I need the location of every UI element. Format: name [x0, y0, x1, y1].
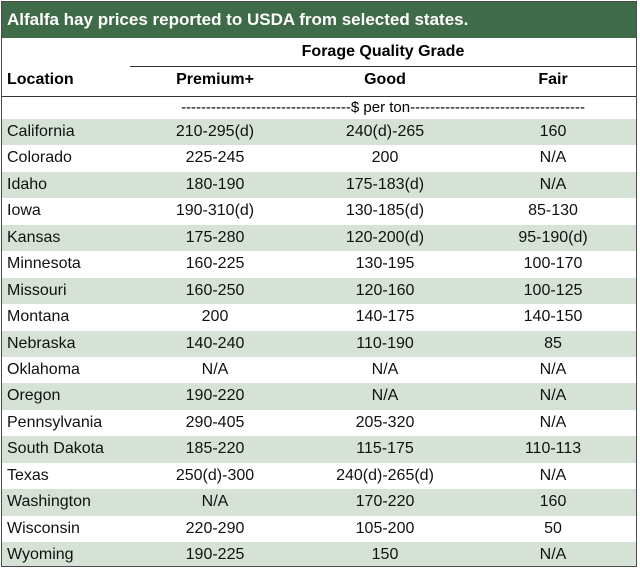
location-cell: California — [7, 123, 75, 140]
table-row: Pennsylvania 290-405 205-320 N/A — [2, 410, 636, 436]
fair-price-cell: 140-150 — [523, 308, 583, 326]
table-header: Forage Quality Grade Location Premium+ G… — [2, 38, 636, 97]
table-row: Washington N/A 170-220 160 — [2, 489, 636, 516]
premium-price-cell: 250(d)-300 — [175, 466, 255, 484]
table-row: Nebraska 140-240 110-190 85 — [2, 330, 636, 357]
premium-price-cell: 140-240 — [185, 334, 245, 352]
table-row: Oregon 190-220 N/A N/A — [2, 383, 636, 410]
table-row: Texas 250(d)-300 240(d)-265(d) N/A — [2, 463, 636, 489]
fair-price-cell: N/A — [539, 175, 567, 193]
grade-group-header: Forage Quality Grade — [301, 43, 465, 60]
location-cell: Wyoming — [7, 546, 74, 563]
table-row: California 210-295(d) 240(d)-265 160 — [2, 119, 636, 146]
premium-price-cell: 190-310(d) — [175, 202, 255, 220]
good-price-cell: N/A — [371, 387, 399, 405]
premium-price-cell: 175-280 — [185, 228, 245, 246]
table-row: Oklahoma N/A N/A N/A — [2, 357, 636, 383]
location-cell: Iowa — [7, 202, 41, 220]
table-row: South Dakota 185-220 115-175 110-113 — [2, 436, 636, 463]
location-cell: Wisconsin — [7, 519, 80, 537]
good-price-cell: 205-320 — [355, 413, 415, 431]
premium-price-cell: 210-295(d) — [175, 123, 255, 140]
premium-price-cell: 185-220 — [185, 440, 245, 458]
fair-price-cell: 160 — [539, 123, 567, 140]
good-price-cell: N/A — [371, 360, 399, 378]
fair-price-cell: N/A — [539, 149, 567, 167]
fair-price-cell: 110-113 — [524, 440, 582, 458]
location-cell: South Dakota — [7, 440, 104, 458]
fair-column-header: Fair — [538, 71, 568, 88]
units-row: ----------------------------------$ per … — [2, 97, 636, 119]
fair-price-cell: 85 — [544, 334, 562, 352]
good-price-cell: 170-220 — [355, 493, 415, 511]
location-cell: Oklahoma — [7, 360, 80, 378]
location-cell: Kansas — [7, 228, 61, 246]
table-row: Idaho 180-190 175-183(d) N/A — [2, 171, 636, 199]
location-cell: Montana — [7, 308, 70, 326]
premium-price-cell: 225-245 — [185, 149, 245, 167]
fair-price-cell: N/A — [539, 413, 567, 431]
good-price-cell: 115-175 — [356, 440, 414, 458]
good-price-cell: 240(d)-265 — [345, 123, 425, 140]
fair-price-cell: N/A — [539, 387, 567, 405]
good-price-cell: 130-185(d) — [345, 202, 425, 220]
premium-price-cell: 190-220 — [185, 387, 245, 405]
premium-price-cell: 290-405 — [185, 413, 245, 431]
good-column-header: Good — [364, 71, 406, 88]
fair-price-cell: 100-170 — [523, 255, 583, 273]
premium-price-cell: 200 — [201, 308, 229, 326]
good-price-cell: 140-175 — [355, 308, 415, 326]
table-body: California 210-295(d) 240(d)-265 160 Colorad… — [2, 119, 636, 566]
table-row: Wyoming 190-225 150 N/A — [2, 542, 636, 566]
table-row: Kansas 175-280 120-200(d) 95-190(d) — [2, 224, 636, 252]
location-cell: Washington — [7, 493, 91, 511]
fair-price-cell: N/A — [539, 466, 567, 484]
premium-column-header: Premium+ — [176, 71, 254, 88]
good-price-cell: 110-190 — [356, 334, 414, 352]
premium-price-cell: 160-225 — [185, 255, 245, 273]
fair-price-cell: 50 — [544, 519, 562, 537]
units-label: ----------------------------------$ per … — [181, 99, 585, 116]
fair-price-cell: N/A — [539, 546, 567, 563]
fair-price-cell: N/A — [539, 360, 567, 378]
good-price-cell: 120-160 — [355, 281, 415, 299]
premium-price-cell: 190-225 — [185, 546, 245, 563]
premium-price-cell: N/A — [201, 493, 229, 511]
premium-price-cell: 180-190 — [185, 175, 245, 193]
premium-price-cell: 160-250 — [185, 281, 245, 299]
location-cell: Nebraska — [7, 334, 76, 352]
table-row: Iowa 190-310(d) 130-185(d) 85-130 — [2, 198, 636, 224]
location-cell: Oregon — [7, 387, 61, 405]
table-row: Montana 200 140-175 140-150 — [2, 304, 636, 330]
fair-price-cell: 160 — [539, 493, 567, 511]
good-price-cell: 130-195 — [355, 255, 415, 273]
premium-price-cell: N/A — [201, 360, 229, 378]
fair-price-cell: 85-130 — [528, 202, 578, 220]
location-cell: Pennsylvania — [7, 413, 103, 431]
location-cell: Missouri — [7, 281, 67, 299]
table-row: Minnesota 160-225 130-195 100-170 — [2, 251, 636, 277]
good-price-cell: 200 — [371, 149, 399, 167]
location-cell: Colorado — [7, 149, 72, 167]
location-cell: Texas — [7, 466, 49, 484]
location-cell: Minnesota — [7, 255, 81, 273]
fair-price-cell: 95-190(d) — [518, 228, 588, 246]
table-title: Alfalfa hay prices reported to USDA from… — [2, 2, 636, 38]
table-row: Wisconsin 220-290 105-200 50 — [2, 516, 636, 542]
location-cell: Idaho — [7, 175, 48, 193]
fair-price-cell: 100-125 — [523, 281, 583, 299]
good-price-cell: 150 — [371, 546, 399, 563]
good-price-cell: 175-183(d) — [345, 175, 425, 193]
table-row: Missouri 160-250 120-160 100-125 — [2, 277, 636, 305]
premium-price-cell: 220-290 — [185, 519, 245, 537]
table-row: Colorado 225-245 200 N/A — [2, 145, 636, 171]
good-price-cell: 120-200(d) — [345, 228, 425, 246]
good-price-cell: 105-200 — [355, 519, 415, 537]
location-column-header: Location — [7, 71, 74, 88]
grade-group-underline — [130, 66, 636, 67]
good-price-cell: 240(d)-265(d) — [336, 466, 434, 484]
